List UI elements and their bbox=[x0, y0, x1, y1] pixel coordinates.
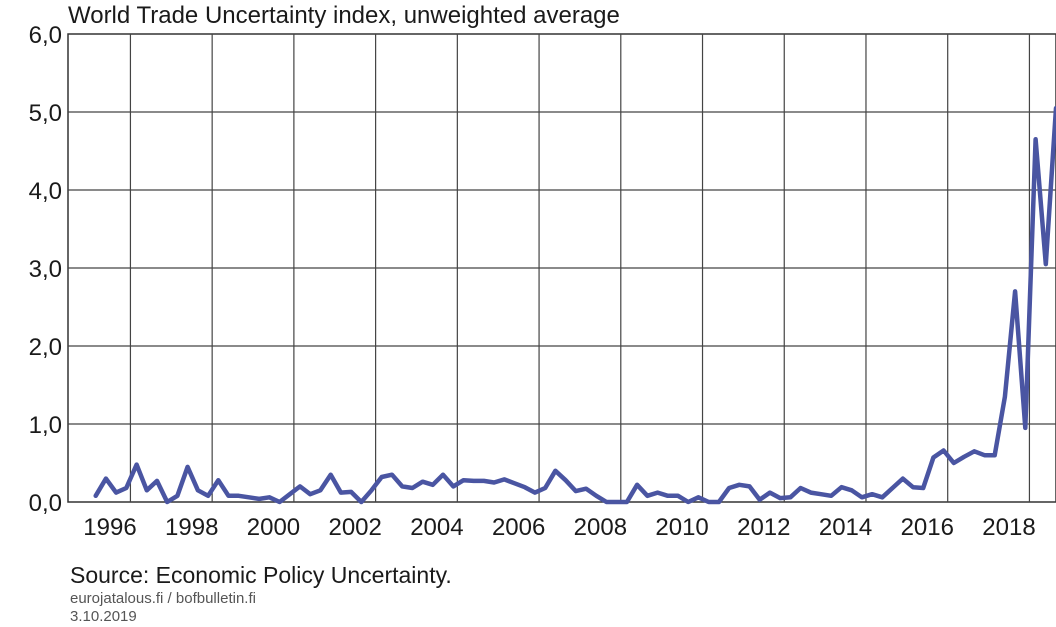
y-axis-ticks: 0,0 1,0 2,0 3,0 4,0 5,0 6,0 bbox=[29, 22, 62, 517]
x-tick-label: 2018 bbox=[982, 514, 1035, 541]
y-tick-label: 4,0 bbox=[29, 178, 62, 205]
chart-title: World Trade Uncertainty index, unweighte… bbox=[68, 2, 620, 29]
x-tick-label: 2006 bbox=[492, 514, 545, 541]
x-tick-label: 2004 bbox=[410, 514, 463, 541]
source-note: Source: Economic Policy Uncertainty. bbox=[70, 562, 452, 588]
x-tick-label: 2010 bbox=[655, 514, 708, 541]
y-tick-label: 1,0 bbox=[29, 412, 62, 439]
x-tick-label: 2008 bbox=[574, 514, 627, 541]
x-axis-ticks: 1996 1998 2000 2002 2004 2006 2008 2010 2012 2014… bbox=[83, 514, 1035, 541]
credit-note: eurojatalous.fi / bofbulletin.fi bbox=[70, 590, 256, 607]
x-tick-label: 2000 bbox=[247, 514, 300, 541]
x-tick-label: 2016 bbox=[901, 514, 954, 541]
y-tick-label: 5,0 bbox=[29, 100, 62, 127]
y-tick-label: 2,0 bbox=[29, 334, 62, 361]
line-chart: 0,0 1,0 2,0 3,0 4,0 5,0 6,0 1996 1998 2000 2002 20… bbox=[29, 22, 1056, 541]
y-tick-label: 3,0 bbox=[29, 256, 62, 283]
y-tick-label: 0,0 bbox=[29, 490, 62, 517]
x-tick-label: 2002 bbox=[328, 514, 381, 541]
x-tick-label: 1998 bbox=[165, 514, 218, 541]
x-tick-label: 1996 bbox=[83, 514, 136, 541]
grid bbox=[67, 33, 1056, 503]
x-tick-label: 2012 bbox=[737, 514, 790, 541]
y-tick-label: 6,0 bbox=[29, 22, 62, 49]
series-line-0 bbox=[93, 105, 1056, 505]
x-tick-label: 2014 bbox=[819, 514, 872, 541]
series-layer bbox=[93, 105, 1056, 505]
date-note: 3.10.2019 bbox=[70, 608, 137, 625]
